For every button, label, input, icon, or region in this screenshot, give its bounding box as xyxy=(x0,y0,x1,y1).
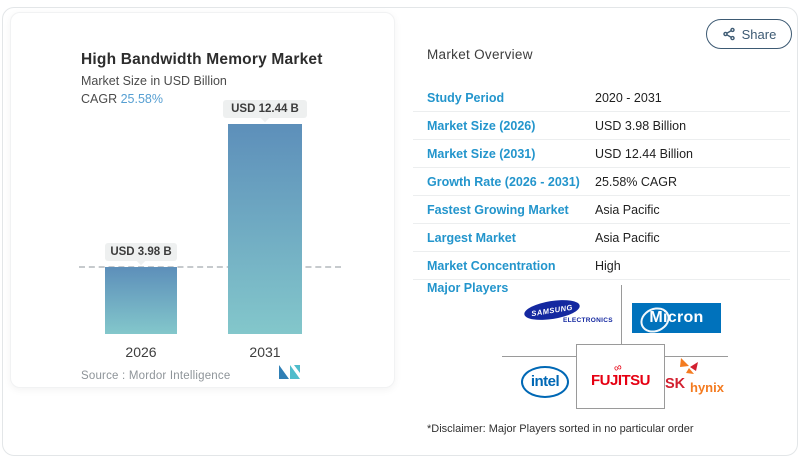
table-row: Market Concentration High xyxy=(413,252,790,280)
overview-table: Study Period 2020 - 2031 Market Size (202… xyxy=(413,84,790,280)
sk-hynix-butterfly-icon xyxy=(680,358,698,374)
micron-logo: Micron xyxy=(632,303,721,333)
hynix-wordmark: hynix xyxy=(690,380,724,395)
chart-cagr: CAGR 25.58% xyxy=(81,92,163,106)
cagr-value: 25.58% xyxy=(120,92,163,106)
share-button[interactable]: Share xyxy=(706,19,792,49)
row-value: USD 3.98 Billion xyxy=(595,118,687,133)
sk-hynix-logo: SK hynix xyxy=(665,356,731,398)
source-value: Mordor Intelligence xyxy=(128,370,231,382)
row-label: Fastest Growing Market xyxy=(427,202,569,217)
fujitsu-symbol-icon: ∞ xyxy=(611,361,624,375)
table-row: Fastest Growing Market Asia Pacific xyxy=(413,196,790,224)
row-value: High xyxy=(595,258,621,273)
samsung-electronics-label: ELECTRONICS xyxy=(563,317,613,324)
x-tick-2031: 2031 xyxy=(249,344,281,360)
cagr-label: CAGR xyxy=(81,92,121,106)
table-row: Largest Market Asia Pacific xyxy=(413,224,790,252)
row-label: Largest Market xyxy=(427,230,516,245)
row-label: Market Size (2031) xyxy=(427,146,536,161)
row-label: Growth Rate (2026 - 2031) xyxy=(427,174,580,189)
intel-wordmark: intel xyxy=(530,372,560,390)
chart-title: High Bandwidth Memory Market xyxy=(81,51,323,68)
x-tick-2026: 2026 xyxy=(125,344,157,360)
bar-value-label-2031: USD 12.44 B xyxy=(223,100,307,118)
sk-wordmark: SK xyxy=(665,376,686,392)
row-value: 25.58% CAGR xyxy=(595,174,677,189)
intel-logo: intel xyxy=(521,366,569,398)
fujitsu-logo: ∞ FUJITSU xyxy=(576,344,665,409)
market-chart-card: High Bandwidth Memory Market Market Size… xyxy=(10,12,395,388)
table-row: Market Size (2026) USD 3.98 Billion xyxy=(413,112,790,140)
source-line: Source : Mordor Intelligence xyxy=(81,370,230,382)
table-row: Market Size (2031) USD 12.44 Billion xyxy=(413,140,790,168)
micron-wordmark: Micron xyxy=(649,309,704,326)
row-label: Study Period xyxy=(427,90,505,105)
samsung-wordmark: SAMSUNG xyxy=(530,302,574,318)
samsung-logo: SAMSUNG ELECTRONICS xyxy=(522,296,620,329)
row-value: USD 12.44 Billion xyxy=(595,146,693,161)
row-label: Market Concentration xyxy=(427,258,556,273)
share-icon xyxy=(722,27,735,41)
overview-title: Market Overview xyxy=(427,47,533,62)
players-connector-vertical xyxy=(621,285,622,344)
disclaimer-text: *Disclaimer: Major Players sorted in no … xyxy=(427,423,694,435)
bar-2031 xyxy=(228,124,302,334)
source-label: Source : xyxy=(81,370,129,382)
chart-subtitle: Market Size in USD Billion xyxy=(81,74,227,88)
bar-2026 xyxy=(105,267,177,334)
row-value: Asia Pacific xyxy=(595,202,660,217)
reference-dashed-line xyxy=(79,266,341,268)
fujitsu-wordmark: FUJITSU xyxy=(590,372,651,389)
row-value: Asia Pacific xyxy=(595,230,660,245)
share-button-label: Share xyxy=(741,26,777,42)
bar-value-label-2026: USD 3.98 B xyxy=(105,243,177,261)
table-row: Study Period 2020 - 2031 xyxy=(413,84,790,112)
major-players-label: Major Players xyxy=(427,281,509,295)
row-label: Market Size (2026) xyxy=(427,118,536,133)
table-row: Growth Rate (2026 - 2031) 25.58% CAGR xyxy=(413,168,790,196)
row-value: 2020 - 2031 xyxy=(595,90,662,105)
mordor-intelligence-logo-icon xyxy=(279,365,300,379)
